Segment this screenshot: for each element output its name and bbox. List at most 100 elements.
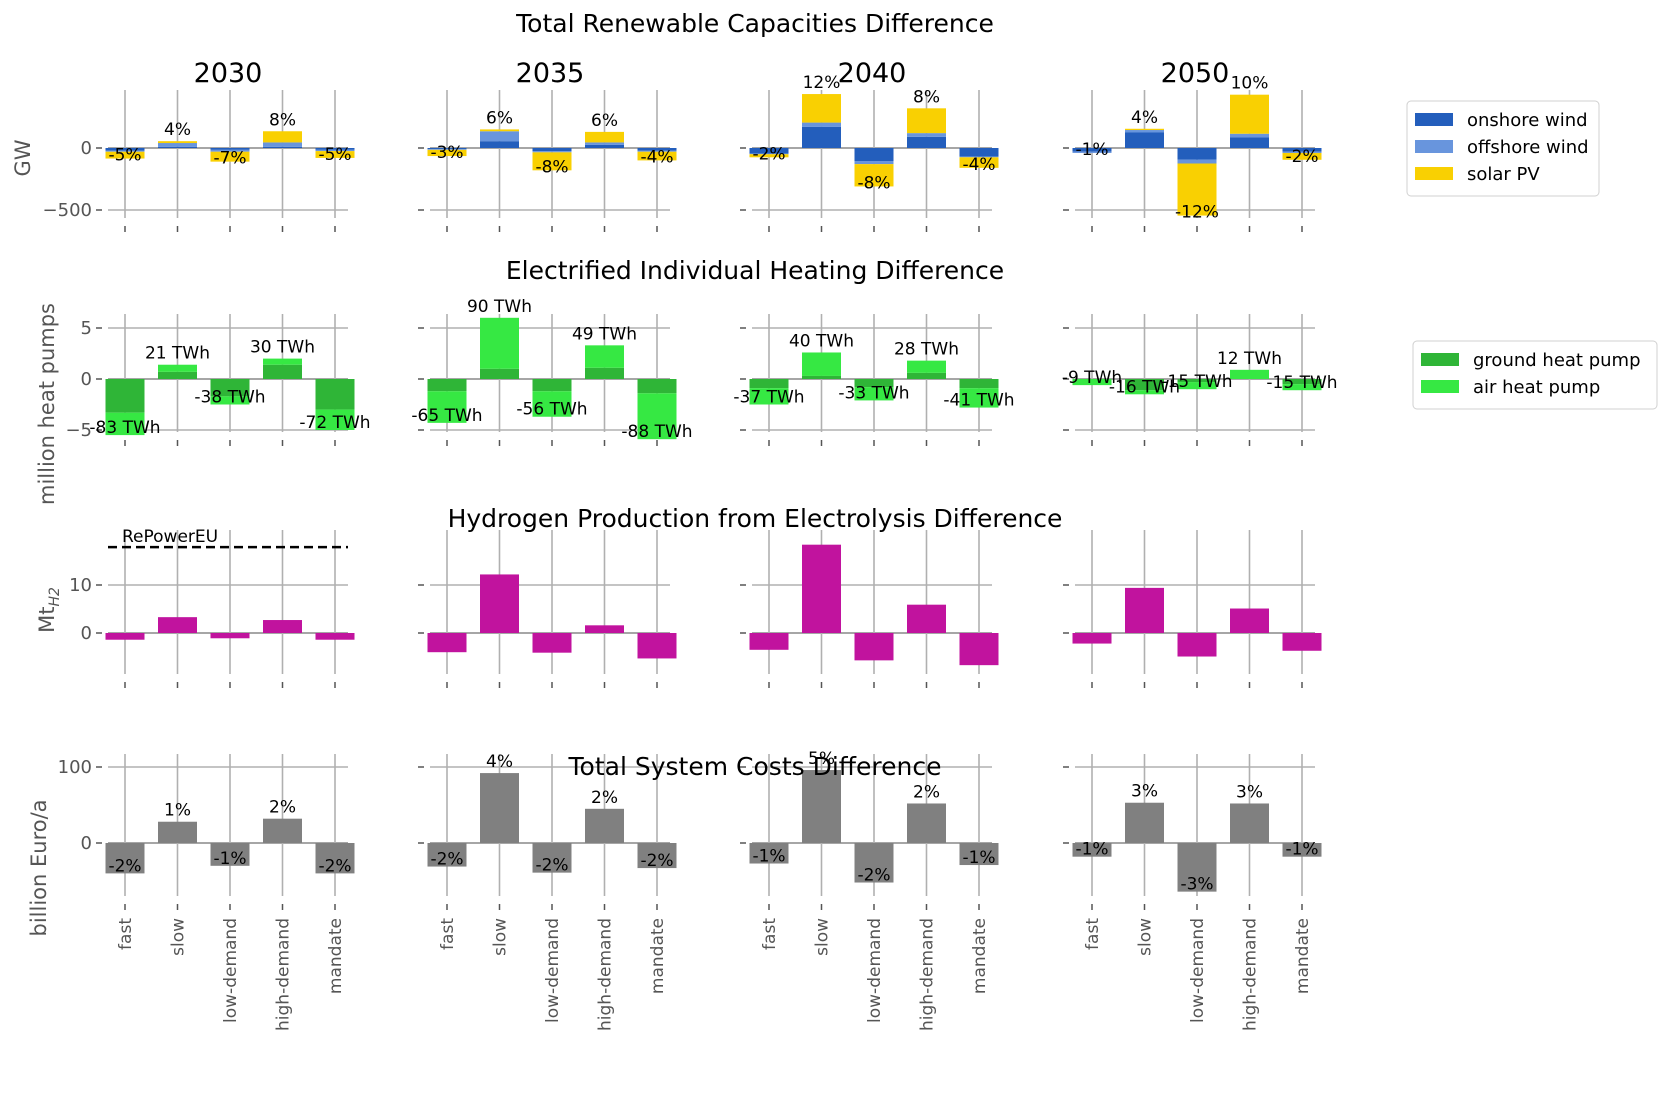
renewables-2035-bar-low-demand-offshore-wind <box>532 151 572 153</box>
legend-layer: onshore wind offshore wind solar PV ground … <box>1406 100 1658 410</box>
renewables-2035-bar-slow-solar-pv <box>480 129 519 132</box>
costs-ytick-label: 100 <box>58 757 92 778</box>
costs-2035-xtick-label-low-demand: low-demand <box>543 918 563 1023</box>
costs-2040-xtick-label-mandate: mandate <box>970 918 990 994</box>
costs-2050-xtick-label-mandate: mandate <box>1293 918 1313 994</box>
costs-2050-bar-high-demand <box>1230 803 1269 843</box>
renewables-2040-label-low-demand: -8% <box>857 173 890 193</box>
renewables-2040-bar-mandate-onshore-wind <box>959 148 999 157</box>
renewables-2030-label-mandate: -5% <box>318 145 351 165</box>
renewables-2035-bar-slow-onshore-wind <box>480 141 519 148</box>
renewables-2050-label-low-demand: -12% <box>1175 203 1219 223</box>
hydrogen-2030-bar-mandate <box>315 633 355 640</box>
renewables-2040-bar-low-demand-solar-pv <box>854 164 894 187</box>
hydrogen-2050-bar-low-demand <box>1177 633 1217 657</box>
heating-2040-label-high-demand: 28 TWh <box>894 340 959 360</box>
renewables-2040-bar-high-demand-solar-pv <box>907 108 946 134</box>
heating-2035-bar-high-demand-air-heat-pump <box>585 345 624 368</box>
costs-ylabel: billion Euro/a <box>27 799 51 936</box>
renewables-2050-bar-low-demand-solar-pv <box>1177 163 1217 216</box>
costs-2040-bar-mandate <box>959 843 999 866</box>
costs-2050-xtick-label-fast: fast <box>1083 918 1103 950</box>
heating-2030-bar-low-demand-air-heat-pump <box>210 396 250 405</box>
heating-2050-label-slow: -16 TWh <box>1109 377 1180 397</box>
renewables-2050-bar-high-demand-solar-pv <box>1230 94 1269 134</box>
heating-2040-label-mandate: -41 TWh <box>943 391 1014 411</box>
renewables-2030-bar-fast-offshore-wind <box>105 150 145 152</box>
costs-2035-label-slow: 4% <box>486 752 513 772</box>
renewables-2035-label-mandate: -4% <box>640 147 673 167</box>
costs-2030-label-high-demand: 2% <box>269 798 296 818</box>
heating-2050-bar-mandate-ground-heat-pump <box>1282 379 1322 385</box>
heating-2040-bar-high-demand-air-heat-pump <box>907 360 946 373</box>
heating-legend-swatch-ground-heat-pump <box>1421 353 1459 366</box>
heating-2040-bar-fast-ground-heat-pump <box>749 379 789 389</box>
costs-2030-xtick-label-slow: slow <box>169 918 189 956</box>
heating-2035-label-slow: 90 TWh <box>467 297 532 317</box>
heating-legend-label-air-heat-pump: air heat pump <box>1473 377 1600 398</box>
heating-2040-bar-slow-air-heat-pump <box>802 352 841 376</box>
renewables-legend-label-offshore-wind: offshore wind <box>1467 137 1589 158</box>
renewables-2040-label-mandate: -4% <box>962 155 995 175</box>
renewables-2040-bar-mandate-offshore-wind <box>959 156 999 158</box>
renewables-2030-bar-mandate-onshore-wind <box>315 148 355 150</box>
heating-2035-label-mandate: -88 TWh <box>621 422 692 442</box>
renewables-2050-bar-mandate-onshore-wind <box>1282 148 1322 152</box>
renewables-2050-bar-fast-offshore-wind <box>1072 151 1112 153</box>
heating-title: Electrified Individual Heating Differenc… <box>506 256 1004 285</box>
renewables-2040-bar-slow-offshore-wind <box>802 122 841 127</box>
heating-2040-bar-low-demand-air-heat-pump <box>854 387 894 401</box>
renewables-2050-bar-slow-offshore-wind <box>1125 130 1164 133</box>
heating-2030-label-high-demand: 30 TWh <box>250 338 315 358</box>
hydrogen-2030-bar-slow <box>158 617 197 633</box>
renewables-legend <box>1406 100 1600 197</box>
costs-2030-label-fast: -2% <box>108 856 141 876</box>
renewables-2050-bar-mandate-solar-pv <box>1282 152 1322 160</box>
costs-2050-xtick-label-high-demand: high-demand <box>1241 918 1261 1031</box>
renewables-2030-bar-high-demand-solar-pv <box>263 131 302 143</box>
renewables-2040-bar-fast-offshore-wind <box>749 153 789 155</box>
heating-2030-label-slow: 21 TWh <box>145 344 210 364</box>
renewables-2030-bar-mandate-offshore-wind <box>315 149 355 152</box>
renewables-2050-bar-slow-onshore-wind <box>1125 132 1164 148</box>
year-title-2030: 2030 <box>194 58 263 89</box>
costs-2030-bar-fast <box>105 843 145 874</box>
heating-ytick-label: −5 <box>65 420 92 441</box>
renewables-2040-bar-low-demand-onshore-wind <box>854 148 894 162</box>
renewables-2030-label-high-demand: 8% <box>269 110 296 130</box>
heating-2040-bar-fast-air-heat-pump <box>749 388 789 405</box>
renewables-2030-bar-fast-solar-pv <box>105 151 145 159</box>
costs-2040-label-mandate: -1% <box>962 848 995 868</box>
heating-2035-bar-mandate-air-heat-pump <box>637 393 677 440</box>
renewables-2030-bar-mandate-solar-pv <box>315 151 355 158</box>
costs-2035-label-high-demand: 2% <box>591 788 618 808</box>
costs-2050-label-high-demand: 3% <box>1236 782 1263 802</box>
costs-2040-label-high-demand: 2% <box>913 782 940 802</box>
hydrogen-2040-bar-fast <box>749 633 789 650</box>
renewables-2030-label-low-demand: -7% <box>213 149 246 169</box>
hydrogen-2050-bar-fast <box>1072 633 1112 644</box>
heating-2050-bar-low-demand-air-heat-pump <box>1177 382 1217 390</box>
renewables-2050-label-mandate: -2% <box>1285 147 1318 167</box>
heating-2030-bar-low-demand-ground-heat-pump <box>210 379 250 397</box>
heating-2040-bar-low-demand-ground-heat-pump <box>854 379 894 388</box>
heating-legend-label-ground-heat-pump: ground heat pump <box>1473 350 1641 371</box>
renewables-2040-bar-slow-onshore-wind <box>802 126 841 148</box>
hydrogen-ytick-label: 0 <box>81 623 92 644</box>
renewables-2050-bar-low-demand-offshore-wind <box>1177 159 1217 164</box>
costs-2050-bar-slow <box>1125 802 1164 843</box>
heating-2050-bar-low-demand-ground-heat-pump <box>1177 379 1217 383</box>
renewables-2040-bar-high-demand-onshore-wind <box>907 136 946 148</box>
renewables-2030-bar-slow-offshore-wind <box>158 143 197 147</box>
hydrogen-2030-bar-low-demand <box>210 633 250 639</box>
hydrogen-2040-bar-mandate <box>959 633 999 666</box>
renewables-2035-label-slow: 6% <box>486 108 513 128</box>
heating-2050-label-fast: -9 TWh <box>1062 368 1122 388</box>
year-title-2035: 2035 <box>516 58 585 89</box>
renewables-2050-bar-mandate-offshore-wind <box>1282 151 1322 153</box>
costs-2035-bar-mandate <box>637 843 677 869</box>
hydrogen-title: Hydrogen Production from Electrolysis Di… <box>448 504 1063 533</box>
renewables-legend-swatch-offshore-wind <box>1415 140 1453 153</box>
heating-2040-label-fast: -37 TWh <box>733 388 804 408</box>
costs-2040-label-low-demand: -2% <box>857 866 890 886</box>
